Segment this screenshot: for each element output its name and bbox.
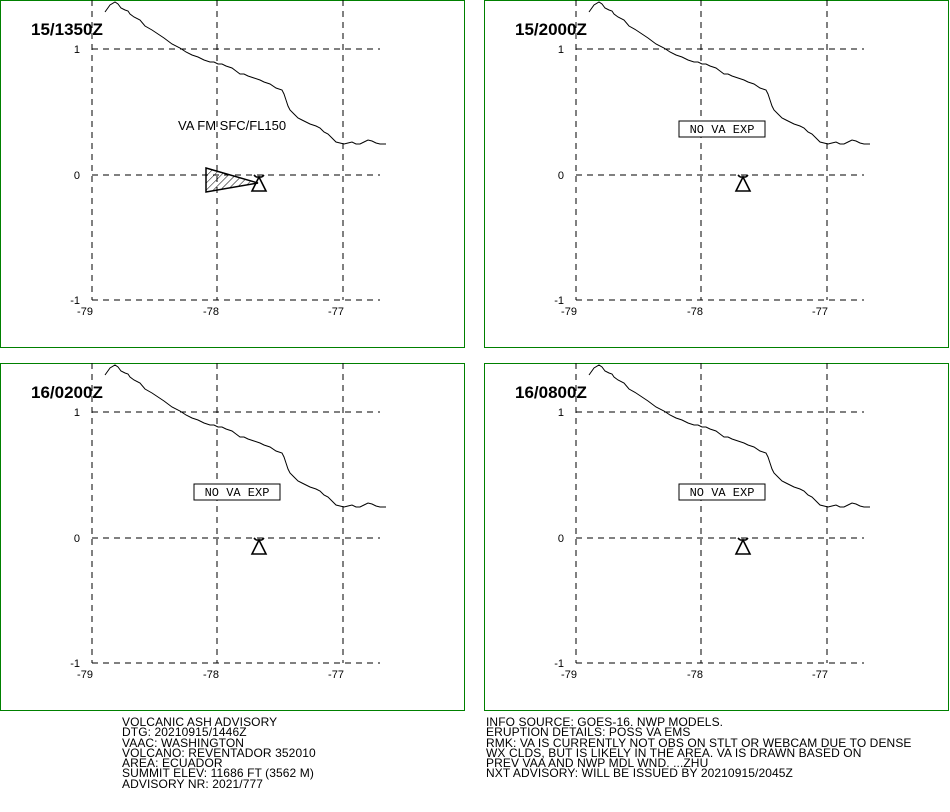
lon-label: -77 [812,669,828,681]
lat-label: -1 [70,295,80,307]
ash-cloud [205,167,259,193]
lat-label: -1 [554,295,564,307]
lon-label: -77 [328,306,344,318]
lat-lon-grid [575,0,864,301]
advisory-line: PREV VAA AND NWP MDL WND. ...ZHU [486,756,709,771]
advisory-line: VAAC: WASHINGTON [122,735,245,750]
forecast-time-label: 16/0800Z [515,383,587,402]
lat-label: 1 [558,407,564,419]
coastline [104,1,386,145]
forecast-panel: 1 0 -1 -79 -78 -77 15/1350Z VA FM SFC/FL… [0,0,465,348]
advisory-line: NXT ADVISORY: WILL BE ISSUED BY 20210915… [486,766,793,781]
lat-label: 0 [558,170,564,182]
advisory-line: ERUPTION DETAILS: POSS VA EMS [486,725,691,740]
lat-lon-grid [91,0,380,301]
ash-height-label: VA FM SFC/FL150 [178,118,286,133]
panel-frame [0,0,465,348]
no-va-exp-text: NO VA EXP [690,486,755,500]
lat-label: 1 [74,44,80,56]
advisory-line: DTG: 20210915/1446Z [122,725,247,740]
no-va-exp-label: NO VA EXP [678,120,766,138]
lat-label: 1 [74,407,80,419]
ash-cloud-polygon [205,167,259,193]
advisory-line: AREA: ECUADOR [122,756,223,771]
forecast-time-label: 15/2000Z [515,20,587,39]
volcano-icon [734,174,752,192]
advisory-line: VOLCANIC ASH ADVISORY [122,715,278,729]
lat-lon-grid [91,363,380,664]
lat-label: 0 [74,533,80,545]
forecast-panel: 1 0 -1 -79 -78 -77 16/0200Z NO VA EXP [0,363,465,711]
lon-label: -79 [561,669,577,681]
forecast-map: 1 0 -1 -79 -78 -77 16/0200Z NO VA EXP [0,363,465,711]
lon-label: -77 [812,306,828,318]
lon-label: -78 [687,669,703,681]
lon-label: -78 [203,306,219,318]
no-va-exp-label: NO VA EXP [193,483,281,501]
forecast-map: 1 0 -1 -79 -78 -77 15/2000Z NO VA EXP [484,0,949,348]
lat-lon-grid [575,363,864,664]
advisory-header: VOLCANIC ASH ADVISORY DTG: 20210915/1446Z… [122,715,316,791]
lat-label: -1 [554,658,564,670]
lat-label: -1 [70,658,80,670]
forecast-map: 1 0 -1 -79 -78 -77 16/0800Z NO VA EXP [484,363,949,711]
coastline [588,1,870,145]
lat-label: 0 [74,170,80,182]
advisory-line: VOLCANO: REVENTADOR 352010 [122,745,316,760]
advisory-line: ADVISORY NR: 2021/777 [122,776,264,791]
panel-frame [0,363,465,711]
no-va-exp-box [678,483,766,501]
advisory-line: RMK: VA IS CURRENTLY NOT OBS ON STLT OR … [486,735,912,750]
volcano-icon [250,174,268,192]
volcano-icon [250,537,268,555]
lon-label: -78 [687,306,703,318]
lon-label: -77 [328,669,344,681]
advisory-remarks: INFO SOURCE: GOES-16. NWP MODELS. ERUPTIO… [486,715,912,781]
no-va-exp-box [678,120,766,138]
coastline [588,364,870,508]
no-va-exp-label: NO VA EXP [678,483,766,501]
advisory-line: WX CLDS, BUT IS LIKELY IN THE AREA. VA I… [486,745,862,760]
forecast-time-label: 16/0200Z [31,383,103,402]
volcano-icon [734,537,752,555]
lon-label: -79 [561,306,577,318]
lat-label: 0 [558,533,564,545]
forecast-map: 1 0 -1 -79 -78 -77 15/1350Z VA FM SFC/FL… [0,0,465,348]
forecast-time-label: 15/1350Z [31,20,103,39]
forecast-panel: 1 0 -1 -79 -78 -77 15/2000Z NO VA EXP [484,0,949,348]
panel-frame [484,363,949,711]
lon-label: -79 [77,306,93,318]
lon-label: -79 [77,669,93,681]
coastline [104,364,386,508]
no-va-exp-text: NO VA EXP [690,123,755,137]
lon-label: -78 [203,669,219,681]
no-va-exp-box [193,483,281,501]
panel-frame [484,0,949,348]
no-va-exp-text: NO VA EXP [205,486,270,500]
forecast-panel: 1 0 -1 -79 -78 -77 16/0800Z NO VA EXP [484,363,949,711]
advisory-line: INFO SOURCE: GOES-16. NWP MODELS. [486,715,724,729]
lat-label: 1 [558,44,564,56]
advisory-line: SUMMIT ELEV: 11686 FT (3562 M) [122,766,314,781]
